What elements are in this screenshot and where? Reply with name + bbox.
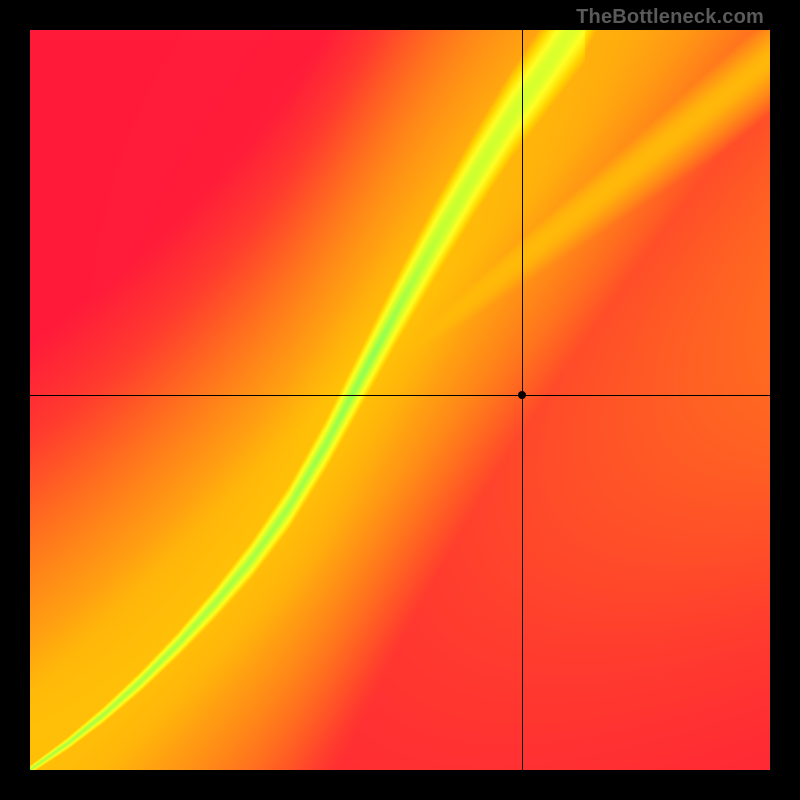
crosshair-horizontal [30,395,770,396]
crosshair-vertical [522,30,523,770]
heatmap-canvas [30,30,770,770]
crosshair-dot [518,391,526,399]
plot-area [30,30,770,770]
watermark-text: TheBottleneck.com [576,6,764,29]
